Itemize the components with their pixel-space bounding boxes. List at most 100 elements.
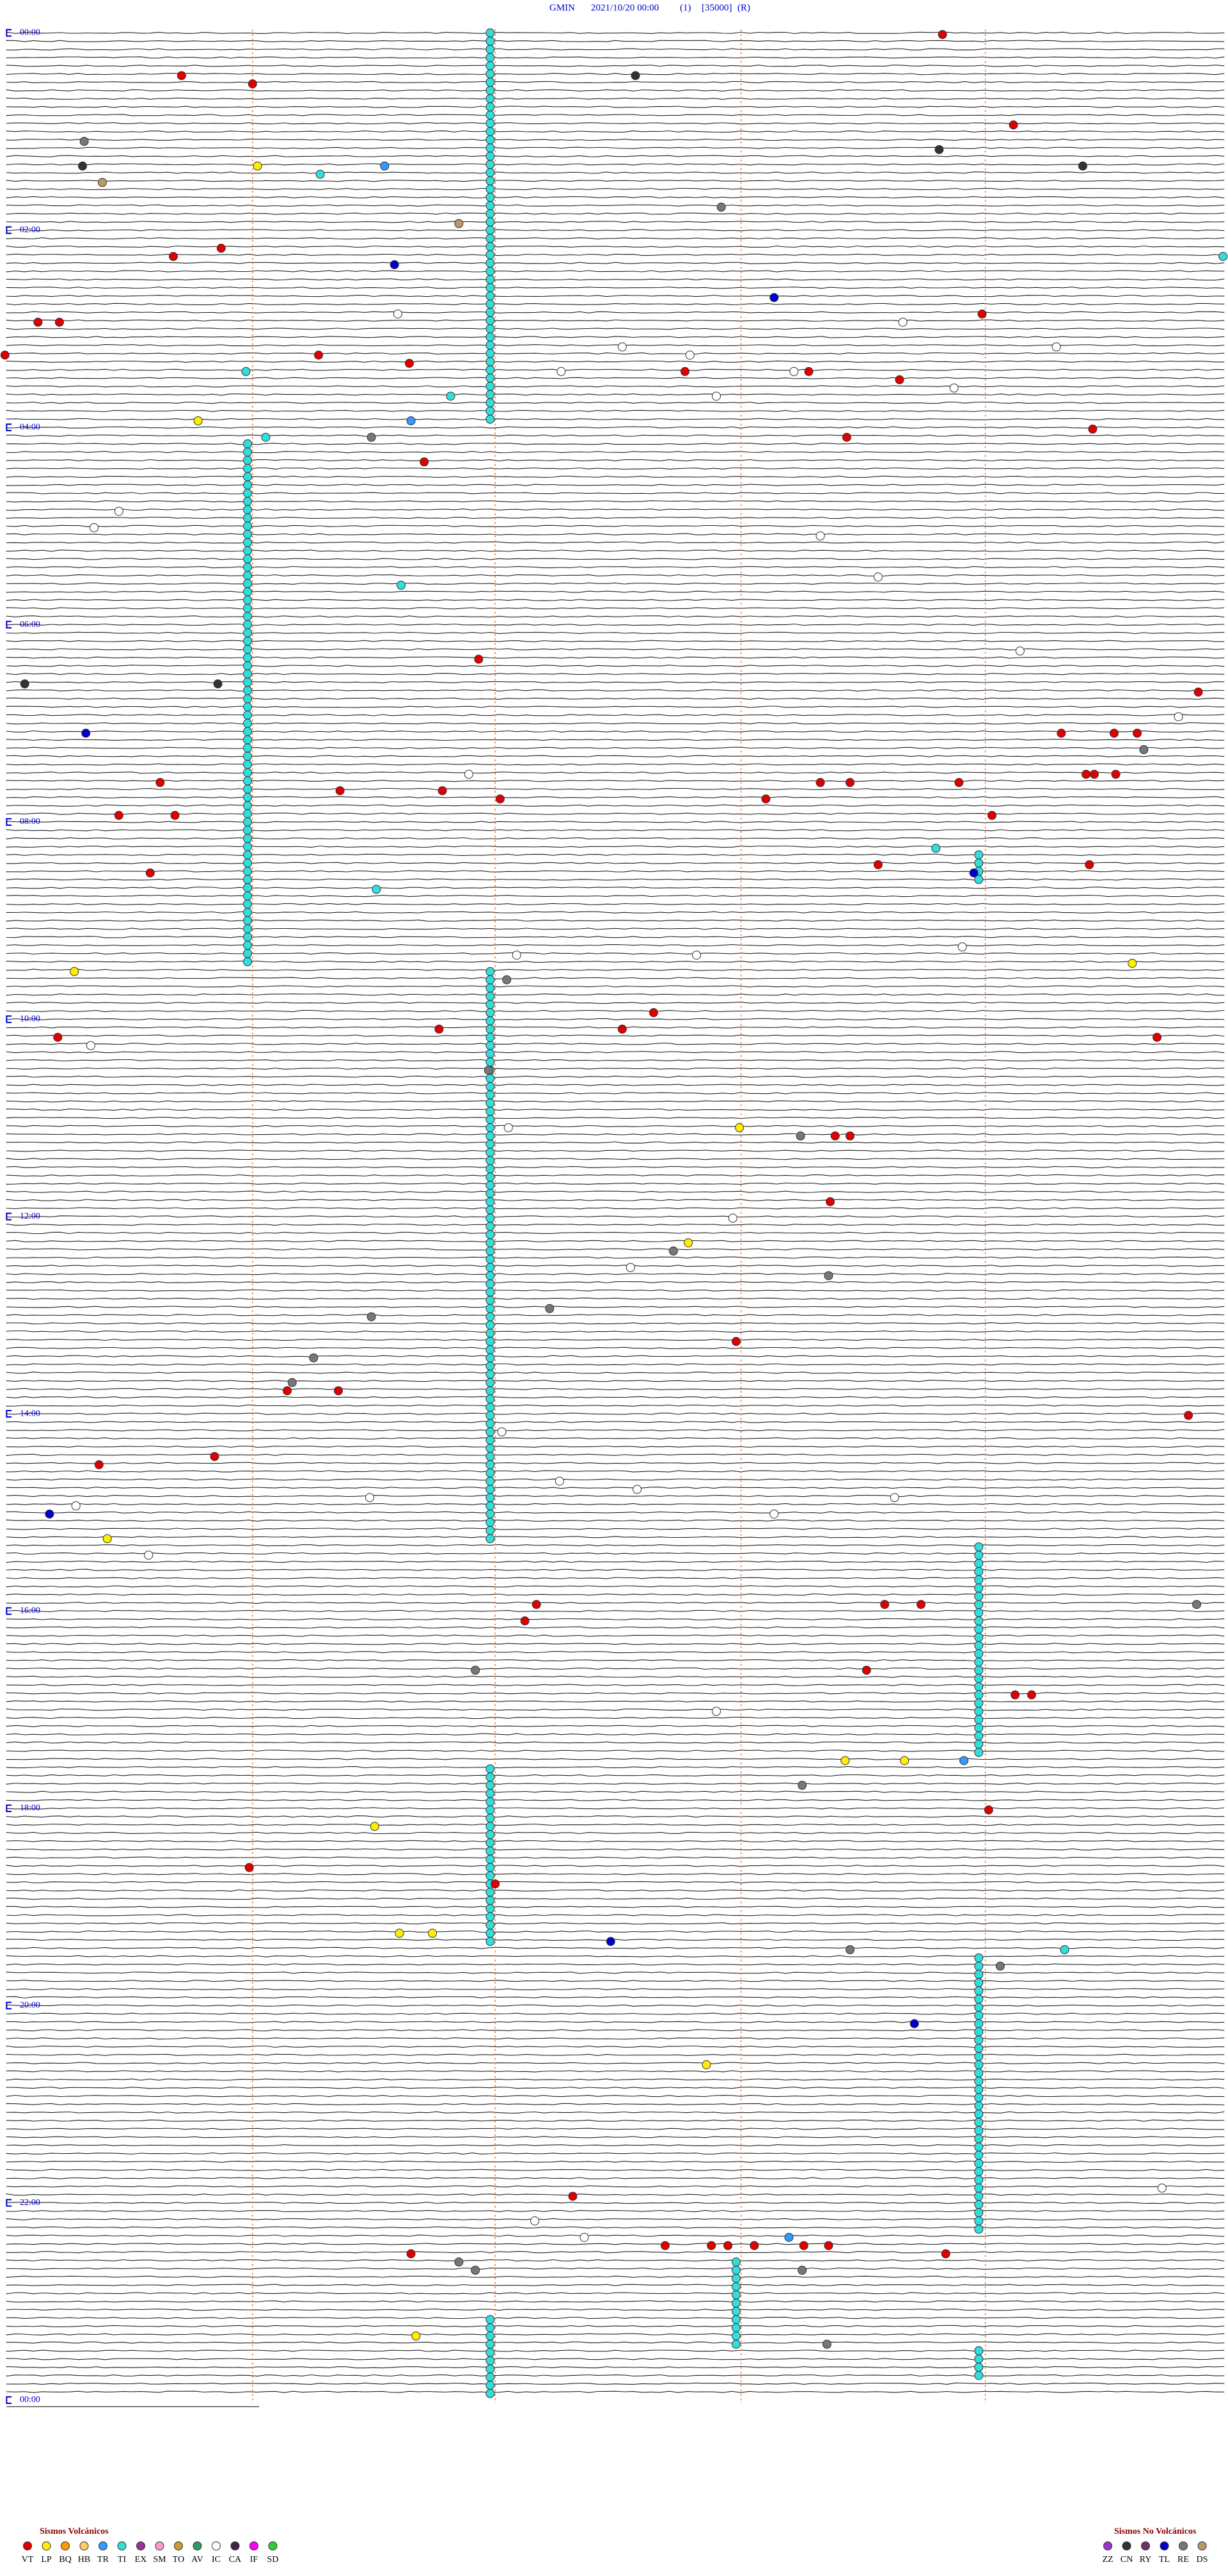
trace — [6, 294, 1225, 297]
trace — [6, 1289, 1225, 1292]
trace — [6, 2045, 1225, 2048]
event — [649, 1008, 658, 1018]
event — [485, 1402, 495, 1412]
trace — [6, 1947, 1225, 1949]
trace — [6, 1453, 1225, 1457]
trace — [6, 48, 1225, 51]
event — [428, 1929, 437, 1938]
legend-swatch — [1160, 2541, 1169, 2550]
event — [485, 1370, 495, 1379]
trace — [6, 1462, 1225, 1464]
trace — [5, 1034, 1225, 1037]
event — [243, 940, 253, 950]
event — [485, 381, 495, 391]
trace — [6, 1059, 1225, 1062]
trace — [6, 500, 1225, 503]
bracket — [6, 1804, 12, 1812]
trace — [6, 187, 1225, 191]
trace — [6, 1750, 1225, 1752]
event — [485, 1435, 495, 1445]
trace — [6, 525, 1225, 527]
event — [974, 1739, 984, 1749]
trace — [6, 887, 1225, 889]
event — [731, 2282, 741, 2291]
trace — [6, 509, 1225, 511]
time-label: 16:00 — [20, 1606, 40, 1616]
event — [485, 1789, 495, 1798]
event — [974, 2027, 984, 2037]
event — [243, 521, 253, 531]
event — [485, 1329, 495, 1338]
event — [243, 620, 253, 629]
trace — [6, 2128, 1225, 2130]
event — [485, 1337, 495, 1347]
trace — [6, 385, 1225, 388]
event — [485, 1229, 495, 1239]
trace — [6, 1708, 1225, 1711]
trace — [6, 2325, 1225, 2328]
event — [485, 1032, 495, 1042]
event — [485, 1320, 495, 1330]
trace — [6, 1667, 1225, 1670]
trace — [6, 2103, 1225, 2106]
event — [633, 1485, 642, 1494]
legend-swatch — [42, 2541, 51, 2550]
event — [390, 260, 399, 269]
event — [485, 1468, 495, 1478]
event — [243, 464, 253, 473]
trace — [6, 1207, 1225, 1210]
event — [917, 1600, 925, 1609]
event — [243, 957, 253, 967]
trace — [6, 1109, 1225, 1111]
legend-code: IC — [212, 2555, 221, 2564]
event — [243, 480, 253, 490]
trace — [5, 1626, 1225, 1629]
trace — [6, 1355, 1225, 1357]
trace — [6, 106, 1225, 108]
event — [512, 951, 521, 960]
event — [243, 710, 253, 720]
event — [261, 432, 271, 442]
event — [974, 2068, 984, 2078]
event — [974, 2183, 984, 2193]
trace — [6, 771, 1225, 774]
legend-swatch — [23, 2541, 32, 2550]
event — [974, 1551, 984, 1560]
event — [934, 145, 944, 154]
trace — [6, 426, 1225, 429]
trace — [6, 114, 1225, 116]
event — [731, 2298, 741, 2308]
event — [723, 2241, 733, 2250]
event — [974, 874, 984, 884]
trace — [6, 541, 1225, 544]
event — [485, 28, 495, 38]
event — [485, 1041, 495, 1050]
event — [464, 770, 473, 779]
event — [243, 587, 253, 597]
trace — [6, 656, 1225, 659]
event — [974, 2371, 984, 2380]
event — [1057, 729, 1066, 738]
event — [974, 2362, 984, 2372]
event — [974, 1616, 984, 1625]
event — [484, 1065, 493, 1075]
event — [177, 71, 186, 81]
event — [243, 488, 253, 498]
trace — [6, 467, 1225, 470]
trace — [6, 377, 1225, 379]
event — [702, 2060, 711, 2069]
event — [846, 1945, 855, 1954]
event — [243, 776, 253, 786]
event — [366, 432, 376, 442]
trace — [6, 1223, 1225, 1226]
hour-markers — [252, 29, 986, 2404]
legend-title: Sismos No Volcánicos — [1114, 2527, 1197, 2536]
trace — [6, 287, 1225, 289]
event — [485, 1090, 495, 1100]
event — [485, 45, 495, 54]
legend-code: IF — [250, 2555, 258, 2564]
trace — [6, 1150, 1225, 1152]
event — [1139, 745, 1149, 754]
event — [728, 1213, 737, 1223]
trace — [6, 623, 1225, 626]
